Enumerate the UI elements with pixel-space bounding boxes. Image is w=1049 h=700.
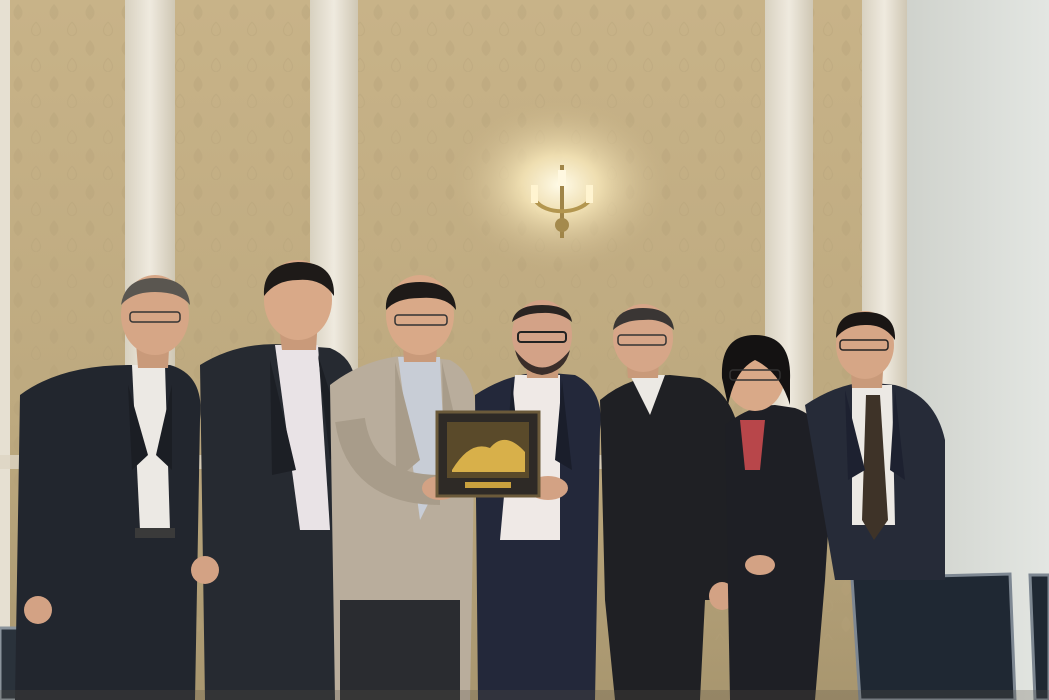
person-6 [721, 335, 832, 700]
person-2 [191, 260, 356, 700]
person-7 [805, 311, 945, 580]
person-5 [600, 304, 740, 700]
wall-sconce-icon [531, 165, 593, 238]
floor-shadow [0, 690, 1049, 700]
person-1 [15, 275, 201, 700]
framed-plaque-icon [435, 410, 541, 498]
